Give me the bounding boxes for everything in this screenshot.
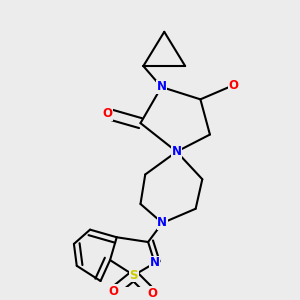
Text: S: S bbox=[130, 269, 138, 282]
Text: N: N bbox=[172, 145, 182, 158]
Text: O: O bbox=[147, 287, 157, 300]
Text: O: O bbox=[229, 79, 239, 92]
Text: O: O bbox=[109, 285, 119, 298]
Text: N: N bbox=[156, 80, 167, 94]
Text: O: O bbox=[102, 107, 112, 120]
Text: N: N bbox=[158, 217, 167, 230]
Text: N: N bbox=[150, 256, 160, 269]
